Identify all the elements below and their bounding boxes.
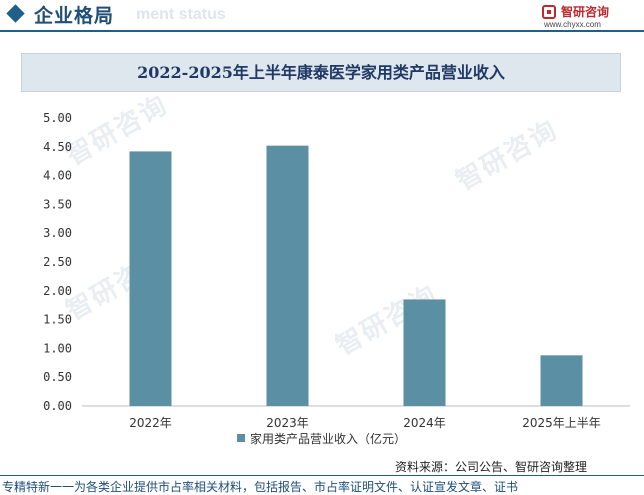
bar (129, 151, 172, 406)
logo-mark-icon (542, 5, 556, 19)
x-tick-label: 2022年 (129, 416, 172, 430)
header-divider (0, 30, 644, 32)
y-tick-label: 1.50 (43, 313, 72, 327)
y-tick-label: 1.00 (43, 341, 72, 355)
y-tick-label: 0.50 (43, 370, 72, 384)
y-tick-label: 4.00 (43, 169, 72, 183)
footer-divider (0, 475, 644, 476)
y-tick-label: 4.50 (43, 140, 72, 154)
bar (266, 145, 309, 406)
bar (540, 355, 583, 406)
bar (403, 299, 446, 406)
footer-text: 专精特新一一为各类企业提供市占率相关材料，包括报告、市占率证明文件、认证宣发文章… (2, 480, 519, 494)
chart-title: 2022-2025年上半年康泰医学家用类产品营业收入 (137, 63, 505, 82)
y-tick-label: 3.50 (43, 197, 72, 211)
y-tick-label: 5.00 (43, 111, 72, 125)
logo-name: 智研咨询 (561, 5, 610, 19)
x-tick-label: 2025年上半年 (522, 416, 601, 430)
brand-logo: 智研咨询 www.chyxx.com (542, 3, 634, 31)
y-tick-label: 2.50 (43, 255, 72, 269)
section-title: 企业格局 (34, 5, 115, 27)
x-tick-label: 2023年 (266, 416, 309, 430)
chart-title-box: 2022-2025年上半年康泰医学家用类产品营业收入 (21, 53, 621, 92)
y-tick-label: 2.00 (43, 284, 72, 298)
logo-url: www.chyxx.com (544, 20, 601, 29)
header: ment status 企业格局 智研咨询 www.chyxx.com (0, 0, 644, 40)
x-tick-label: 2024年 (403, 416, 446, 430)
section-ghost-text: ment status (136, 6, 226, 23)
legend-swatch (237, 434, 245, 442)
y-tick-label: 0.00 (43, 399, 72, 413)
y-tick-label: 3.00 (43, 226, 72, 240)
legend-label: 家用类产品营业收入（亿元） (250, 431, 406, 446)
source-note: 资料来源：公司公告、智研咨询整理 (395, 460, 588, 474)
